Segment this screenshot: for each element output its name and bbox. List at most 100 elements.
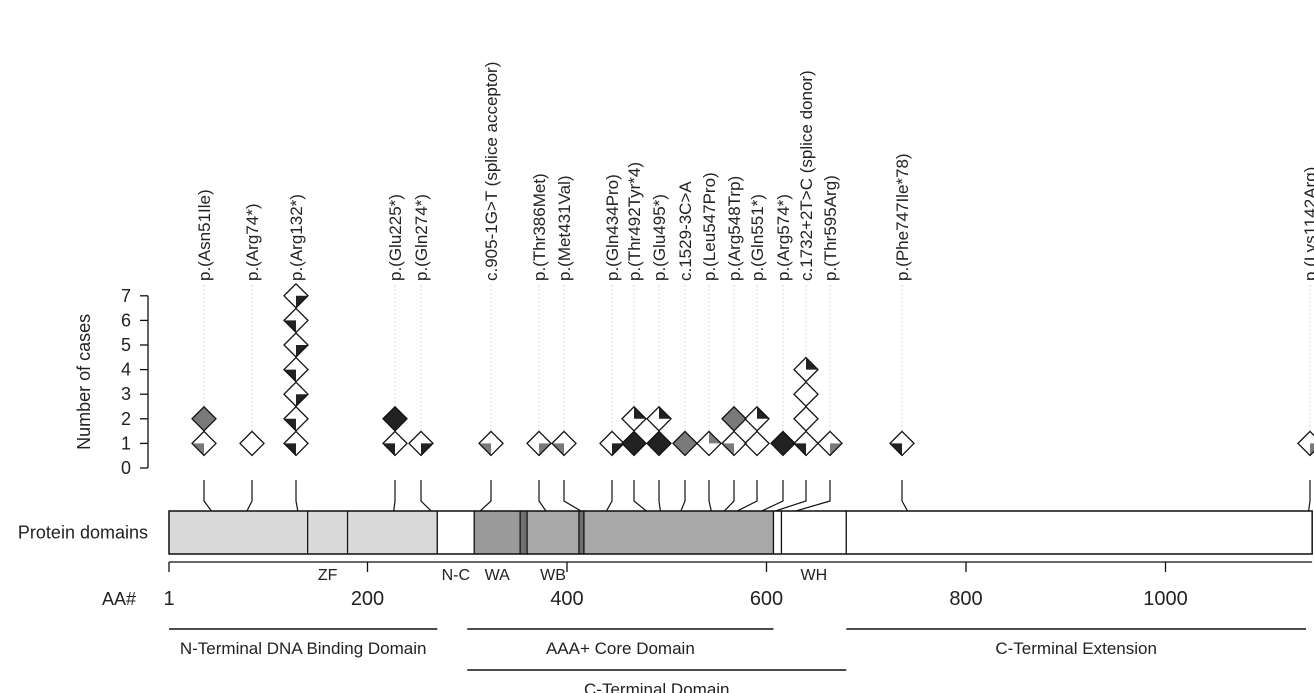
diamond-outline	[621, 405, 647, 432]
mutation-diamond	[382, 430, 408, 457]
mutation-label: p.(Leu547Pro)	[700, 172, 719, 281]
mutation-label: p.(Glu225*)	[386, 194, 405, 281]
diamond-outline	[283, 405, 309, 432]
y-tick-label: 1	[121, 433, 131, 453]
diamond-fill	[771, 431, 795, 456]
mutation-label: p.(Met431Val)	[555, 175, 574, 281]
diamond-outline	[283, 430, 309, 457]
protein-domain-track	[168, 510, 1313, 555]
domain-label: WH	[801, 567, 828, 584]
mutation-diamond	[817, 430, 843, 457]
diamond-outline	[744, 405, 770, 432]
y-tick-label: 2	[121, 409, 131, 429]
mutation-diamond	[793, 356, 819, 383]
diamond-outline	[239, 430, 265, 457]
mutation-label: c.905-1G>T (splice acceptor)	[482, 62, 501, 281]
mutation-diamond	[672, 430, 698, 457]
diamond-outline	[646, 430, 672, 457]
diamond-outline	[283, 356, 309, 383]
diamond-outline	[599, 430, 625, 457]
domain-label: N-C	[442, 567, 470, 584]
domain-rect	[436, 510, 475, 555]
y-tick-label: 3	[121, 384, 131, 404]
region-label: C-Terminal Domain	[584, 680, 729, 693]
region-label: N-Terminal DNA Binding Domain	[180, 639, 427, 658]
mutation-diamond	[408, 430, 434, 457]
diamond-outline	[382, 430, 408, 457]
x-tick-label: 800	[949, 588, 982, 610]
domain-label: ZF	[318, 567, 338, 584]
mutation-diamond	[283, 282, 309, 309]
protein-domains-label: Protein domains	[18, 523, 148, 543]
mutation-diamond	[283, 405, 309, 432]
mutation-diamond	[696, 430, 722, 457]
mutation-diamond	[721, 430, 747, 457]
domain-label: WB	[540, 567, 566, 584]
mutation-diamond	[382, 405, 408, 432]
diamond-outline	[283, 307, 309, 334]
diamond-outline	[793, 356, 819, 383]
mutation-diamond	[526, 430, 552, 457]
mutation-label: p.(Arg132*)	[287, 194, 306, 281]
mutation-label: c.1529-3C>A	[676, 181, 695, 281]
diamond-fill	[192, 406, 216, 431]
mutation-diamond	[793, 381, 819, 408]
y-axis-label: Number of cases	[74, 314, 94, 450]
mutation-label: p.(Gln551*)	[748, 194, 767, 281]
mutation-diamond	[1297, 430, 1314, 457]
mutation-diamond	[793, 430, 819, 457]
mutation-diamond	[646, 430, 672, 457]
mutation-diamond	[770, 430, 796, 457]
mutation-diamond	[191, 430, 217, 457]
mutation-label: p.(Arg574*)	[774, 194, 793, 281]
y-tick-label: 6	[121, 310, 131, 330]
diamond-outline	[721, 430, 747, 457]
mutation-diamond	[889, 430, 915, 457]
mutation-label: p.(Arg74*)	[243, 204, 262, 281]
mutation-label: c.1732+2T>C (splice donor)	[797, 70, 816, 281]
mutation-label: p.(Thr492Tyr*4)	[625, 162, 644, 281]
mutation-diamond	[191, 405, 217, 432]
mutation-diamond	[621, 430, 647, 457]
domain-rect	[307, 510, 349, 555]
diamond-outline	[793, 381, 819, 408]
x-tick-label: 200	[351, 588, 384, 610]
diamond-outline	[191, 430, 217, 457]
diamond-outline	[793, 405, 819, 432]
x-axis-prefix: AA#	[102, 589, 136, 609]
mutation-label: p.(Gln434Pro)	[603, 174, 622, 281]
mutation-diamond	[744, 405, 770, 432]
mutation-diamond	[621, 405, 647, 432]
diamond-outline	[793, 430, 819, 457]
domain-rect	[526, 510, 580, 555]
diamond-fill	[722, 406, 746, 431]
mutation-diamond	[646, 405, 672, 432]
diamond-outline	[408, 430, 434, 457]
region-label: AAA+ Core Domain	[546, 639, 695, 658]
region-brackets: N-Terminal DNA Binding Domain AAA+ Core D…	[169, 628, 1306, 693]
guide-lines	[203, 283, 1311, 432]
mutation-diamond	[599, 430, 625, 457]
diamond-outline	[191, 405, 217, 432]
domain-rect	[583, 510, 775, 555]
mutation-label: p.(Phe747Ile*78)	[893, 153, 912, 281]
y-tick-label: 7	[121, 286, 131, 306]
y-tick-label: 4	[121, 360, 131, 380]
diamond-outline	[551, 430, 577, 457]
region-label: C-Terminal Extension	[995, 639, 1157, 658]
diamond-fill	[647, 431, 671, 456]
diamond-outline	[283, 332, 309, 358]
mutation-label: p.(Glu495*)	[650, 194, 669, 281]
diamond-outline	[478, 430, 504, 457]
mutation-diamond	[478, 430, 504, 457]
domain-rect	[346, 510, 438, 555]
diamond-outline	[721, 405, 747, 432]
diamond-fill	[622, 431, 646, 456]
domain-labels: ZF N-C WA WB WH	[318, 567, 827, 584]
y-tick-label: 0	[121, 458, 131, 478]
diamond-outline	[382, 405, 408, 432]
diamond-outline	[696, 430, 722, 457]
diamond-outline	[889, 430, 915, 457]
domain-rect	[772, 510, 783, 555]
